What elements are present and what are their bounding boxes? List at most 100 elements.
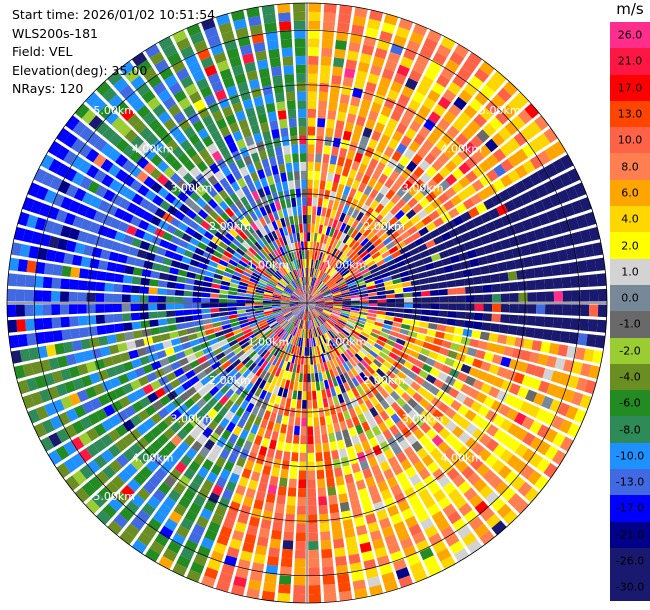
velocity-gate [250, 424, 259, 435]
velocity-gate [173, 344, 184, 353]
velocity-gate [218, 356, 229, 365]
velocity-gate [458, 162, 471, 175]
velocity-gate [197, 107, 210, 120]
velocity-gate [303, 294, 307, 303]
velocity-gate [163, 179, 176, 192]
velocity-gate [310, 277, 314, 286]
velocity-gate [289, 304, 299, 308]
velocity-gate [259, 389, 268, 400]
velocity-gate [495, 481, 510, 496]
velocity-gate [166, 390, 178, 401]
velocity-gate [326, 319, 335, 327]
velocity-gate [211, 375, 222, 386]
velocity-gate [252, 256, 261, 264]
velocity-gate [180, 75, 194, 89]
velocity-gate [173, 482, 186, 495]
velocity-gate [257, 408, 266, 419]
velocity-gate [271, 128, 280, 139]
velocity-gate [254, 297, 264, 301]
velocity-gate [118, 198, 131, 210]
velocity-gate [73, 404, 87, 418]
velocity-gate [476, 129, 490, 143]
velocity-gate [225, 364, 235, 374]
velocity-gate [189, 375, 200, 386]
velocity-gate [378, 173, 388, 185]
velocity-gate [280, 38, 293, 49]
velocity-gate [494, 251, 506, 262]
velocity-gate [245, 107, 256, 119]
velocity-gate [316, 327, 322, 336]
velocity-gate [313, 278, 318, 287]
velocity-gate [443, 447, 456, 460]
velocity-gate [261, 158, 270, 169]
velocity-gate [227, 295, 237, 299]
velocity-gate [529, 436, 544, 451]
velocity-gate [254, 253, 264, 262]
velocity-gate [431, 434, 444, 447]
velocity-gate [278, 318, 287, 326]
velocity-gate [181, 256, 192, 265]
velocity-gate [228, 286, 238, 292]
velocity-gate [318, 336, 323, 345]
colorbar-cell: 26.0 [610, 22, 650, 49]
velocity-gate [304, 355, 307, 365]
velocity-gate [152, 81, 167, 96]
velocity-gate [248, 479, 259, 491]
velocity-gate [276, 283, 285, 290]
velocity-gate [235, 350, 245, 359]
velocity-gate [264, 312, 274, 317]
velocity-gate [435, 267, 445, 275]
velocity-gate [351, 300, 360, 303]
velocity-gate [286, 100, 296, 110]
velocity-gate [312, 355, 317, 365]
velocity-gate [293, 291, 301, 298]
velocity-gate [214, 170, 225, 182]
velocity-gate [361, 550, 375, 562]
velocity-gate [121, 294, 131, 303]
range-ring-label: 5.00km [93, 490, 135, 503]
velocity-gate [320, 313, 329, 320]
velocity-gate [300, 161, 307, 171]
velocity-gate [485, 183, 498, 197]
velocity-gate [257, 482, 268, 493]
velocity-gate [375, 433, 386, 445]
velocity-gate [321, 207, 327, 217]
velocity-gate [435, 139, 448, 152]
velocity-gate [193, 214, 204, 225]
velocity-gate [315, 296, 324, 301]
velocity-gate [170, 172, 182, 185]
velocity-gate [210, 308, 220, 313]
velocity-gate [429, 367, 441, 378]
velocity-gate [366, 316, 376, 321]
velocity-gate [525, 363, 537, 376]
velocity-gate [559, 154, 574, 170]
velocity-gate [534, 475, 549, 491]
velocity-gate [192, 291, 202, 297]
velocity-gate [474, 294, 484, 303]
velocity-gate [449, 540, 465, 555]
velocity-gate [374, 321, 384, 328]
velocity-gate [505, 260, 516, 271]
velocity-gate [142, 232, 154, 243]
velocity-gate [263, 305, 272, 308]
velocity-gate [388, 245, 399, 254]
velocity-gate [360, 214, 369, 225]
velocity-gate [307, 303, 315, 308]
velocity-gate [314, 434, 321, 444]
velocity-gate [124, 523, 140, 538]
velocity-gate [350, 499, 361, 510]
velocity-gate [372, 372, 382, 382]
velocity-gate [470, 193, 483, 206]
velocity-gate [293, 381, 299, 391]
velocity-gate [316, 251, 321, 261]
velocity-gate [181, 363, 192, 373]
velocity-gate [166, 310, 176, 317]
velocity-gate [111, 475, 126, 490]
velocity-gate [221, 276, 232, 282]
velocity-gate [346, 349, 354, 358]
velocity-gate [261, 590, 275, 602]
velocity-gate [140, 320, 150, 329]
velocity-gate [562, 290, 572, 302]
velocity-gate [325, 415, 333, 425]
velocity-gate [86, 281, 97, 291]
